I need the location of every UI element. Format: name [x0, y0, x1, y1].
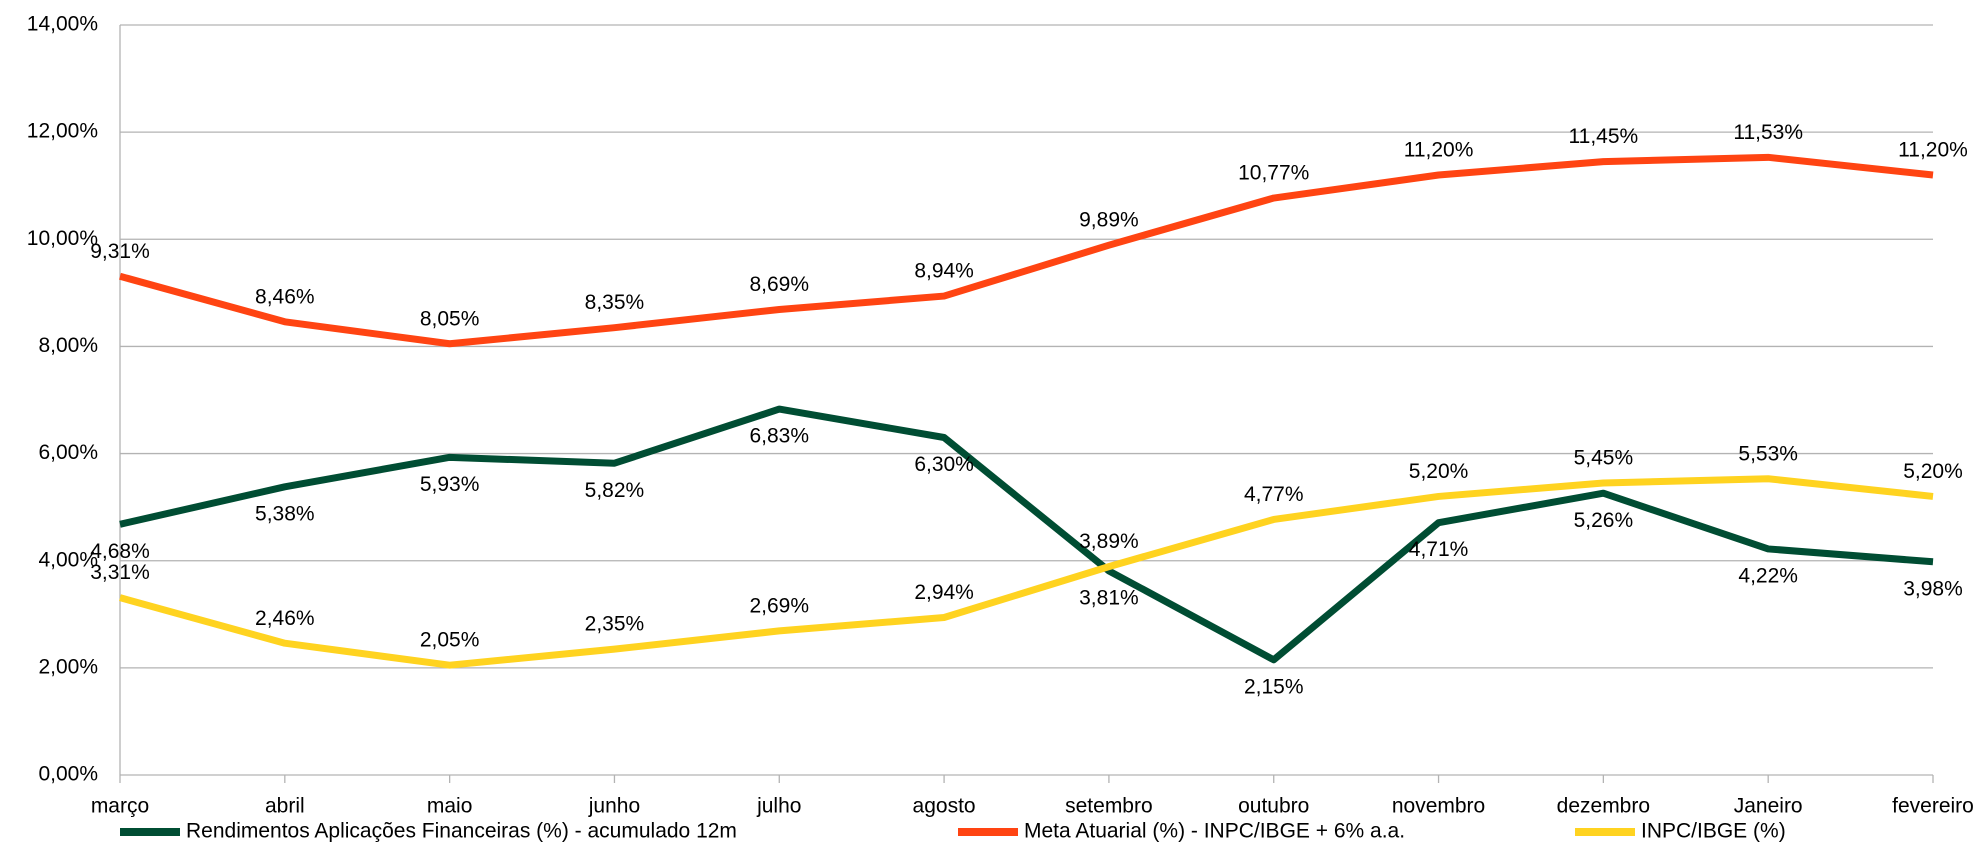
data-label: 11,45%	[1569, 125, 1639, 148]
y-tick-label: 14,00%	[27, 13, 98, 36]
data-label: 2,46%	[255, 607, 315, 630]
data-label: 5,20%	[1903, 460, 1963, 483]
legend-swatch	[958, 828, 1018, 836]
legend-label: Meta Atuarial (%) - INPC/IBGE + 6% a.a.	[1024, 820, 1405, 843]
data-label: 8,35%	[585, 291, 645, 314]
x-tick-label: agosto	[913, 795, 976, 818]
data-label: 4,77%	[1244, 483, 1304, 506]
data-label: 4,71%	[1409, 538, 1469, 561]
y-tick-label: 12,00%	[27, 120, 98, 143]
data-label: 5,45%	[1574, 447, 1634, 470]
legend-label: INPC/IBGE (%)	[1641, 820, 1786, 843]
y-tick-label: 2,00%	[38, 655, 98, 678]
x-tick-label: Janeiro	[1734, 795, 1803, 818]
data-label: 8,69%	[749, 273, 809, 296]
x-tick-label: abril	[265, 795, 305, 818]
data-label: 5,82%	[585, 479, 645, 502]
data-label: 5,38%	[255, 502, 315, 525]
legend-swatch	[120, 828, 180, 836]
y-tick-label: 8,00%	[38, 334, 98, 357]
data-label: 10,77%	[1238, 162, 1309, 185]
data-label: 4,22%	[1738, 564, 1798, 587]
data-label: 2,94%	[914, 581, 974, 604]
data-label: 4,68%	[90, 540, 150, 563]
data-label: 2,35%	[585, 613, 645, 636]
series-line	[119, 475, 1934, 669]
series-line	[119, 405, 1934, 664]
data-label: 3,98%	[1903, 577, 1963, 600]
x-tick-label: novembro	[1392, 795, 1485, 818]
data-label: 8,94%	[914, 260, 974, 283]
x-tick-label: março	[91, 795, 149, 818]
data-label: 2,69%	[749, 594, 809, 617]
series-line	[119, 153, 1934, 348]
x-tick-label: junho	[588, 795, 640, 818]
y-tick-label: 4,00%	[38, 548, 98, 571]
data-label: 6,30%	[914, 453, 974, 476]
data-label: 9,31%	[90, 240, 150, 263]
y-tick-label: 0,00%	[38, 763, 98, 786]
data-label: 2,05%	[420, 629, 480, 652]
x-tick-label: setembro	[1065, 795, 1153, 818]
y-tick-label: 6,00%	[38, 441, 98, 464]
data-label: 3,81%	[1079, 586, 1139, 609]
data-label: 5,93%	[420, 473, 480, 496]
data-label: 5,53%	[1738, 442, 1798, 465]
x-tick-label: julho	[756, 795, 801, 818]
data-label: 5,20%	[1409, 460, 1469, 483]
data-label: 11,53%	[1733, 121, 1803, 144]
legend-label: Rendimentos Aplicações Financeiras (%) -…	[186, 820, 737, 843]
data-label: 5,26%	[1574, 509, 1634, 532]
data-label: 8,05%	[420, 307, 480, 330]
x-tick-label: fevereiro	[1892, 795, 1974, 818]
data-label: 9,89%	[1079, 209, 1139, 232]
data-label: 3,89%	[1079, 530, 1139, 553]
data-label: 11,20%	[1404, 139, 1474, 162]
data-label: 2,15%	[1244, 675, 1304, 698]
x-tick-label: dezembro	[1557, 795, 1650, 818]
data-label: 8,46%	[255, 285, 315, 308]
legend-swatch	[1575, 828, 1635, 836]
data-label: 3,31%	[90, 561, 150, 584]
x-tick-label: maio	[427, 795, 473, 818]
data-label: 6,83%	[749, 425, 809, 448]
data-label: 11,20%	[1898, 139, 1968, 162]
x-tick-label: outubro	[1238, 795, 1309, 818]
y-tick-label: 10,00%	[27, 227, 98, 250]
